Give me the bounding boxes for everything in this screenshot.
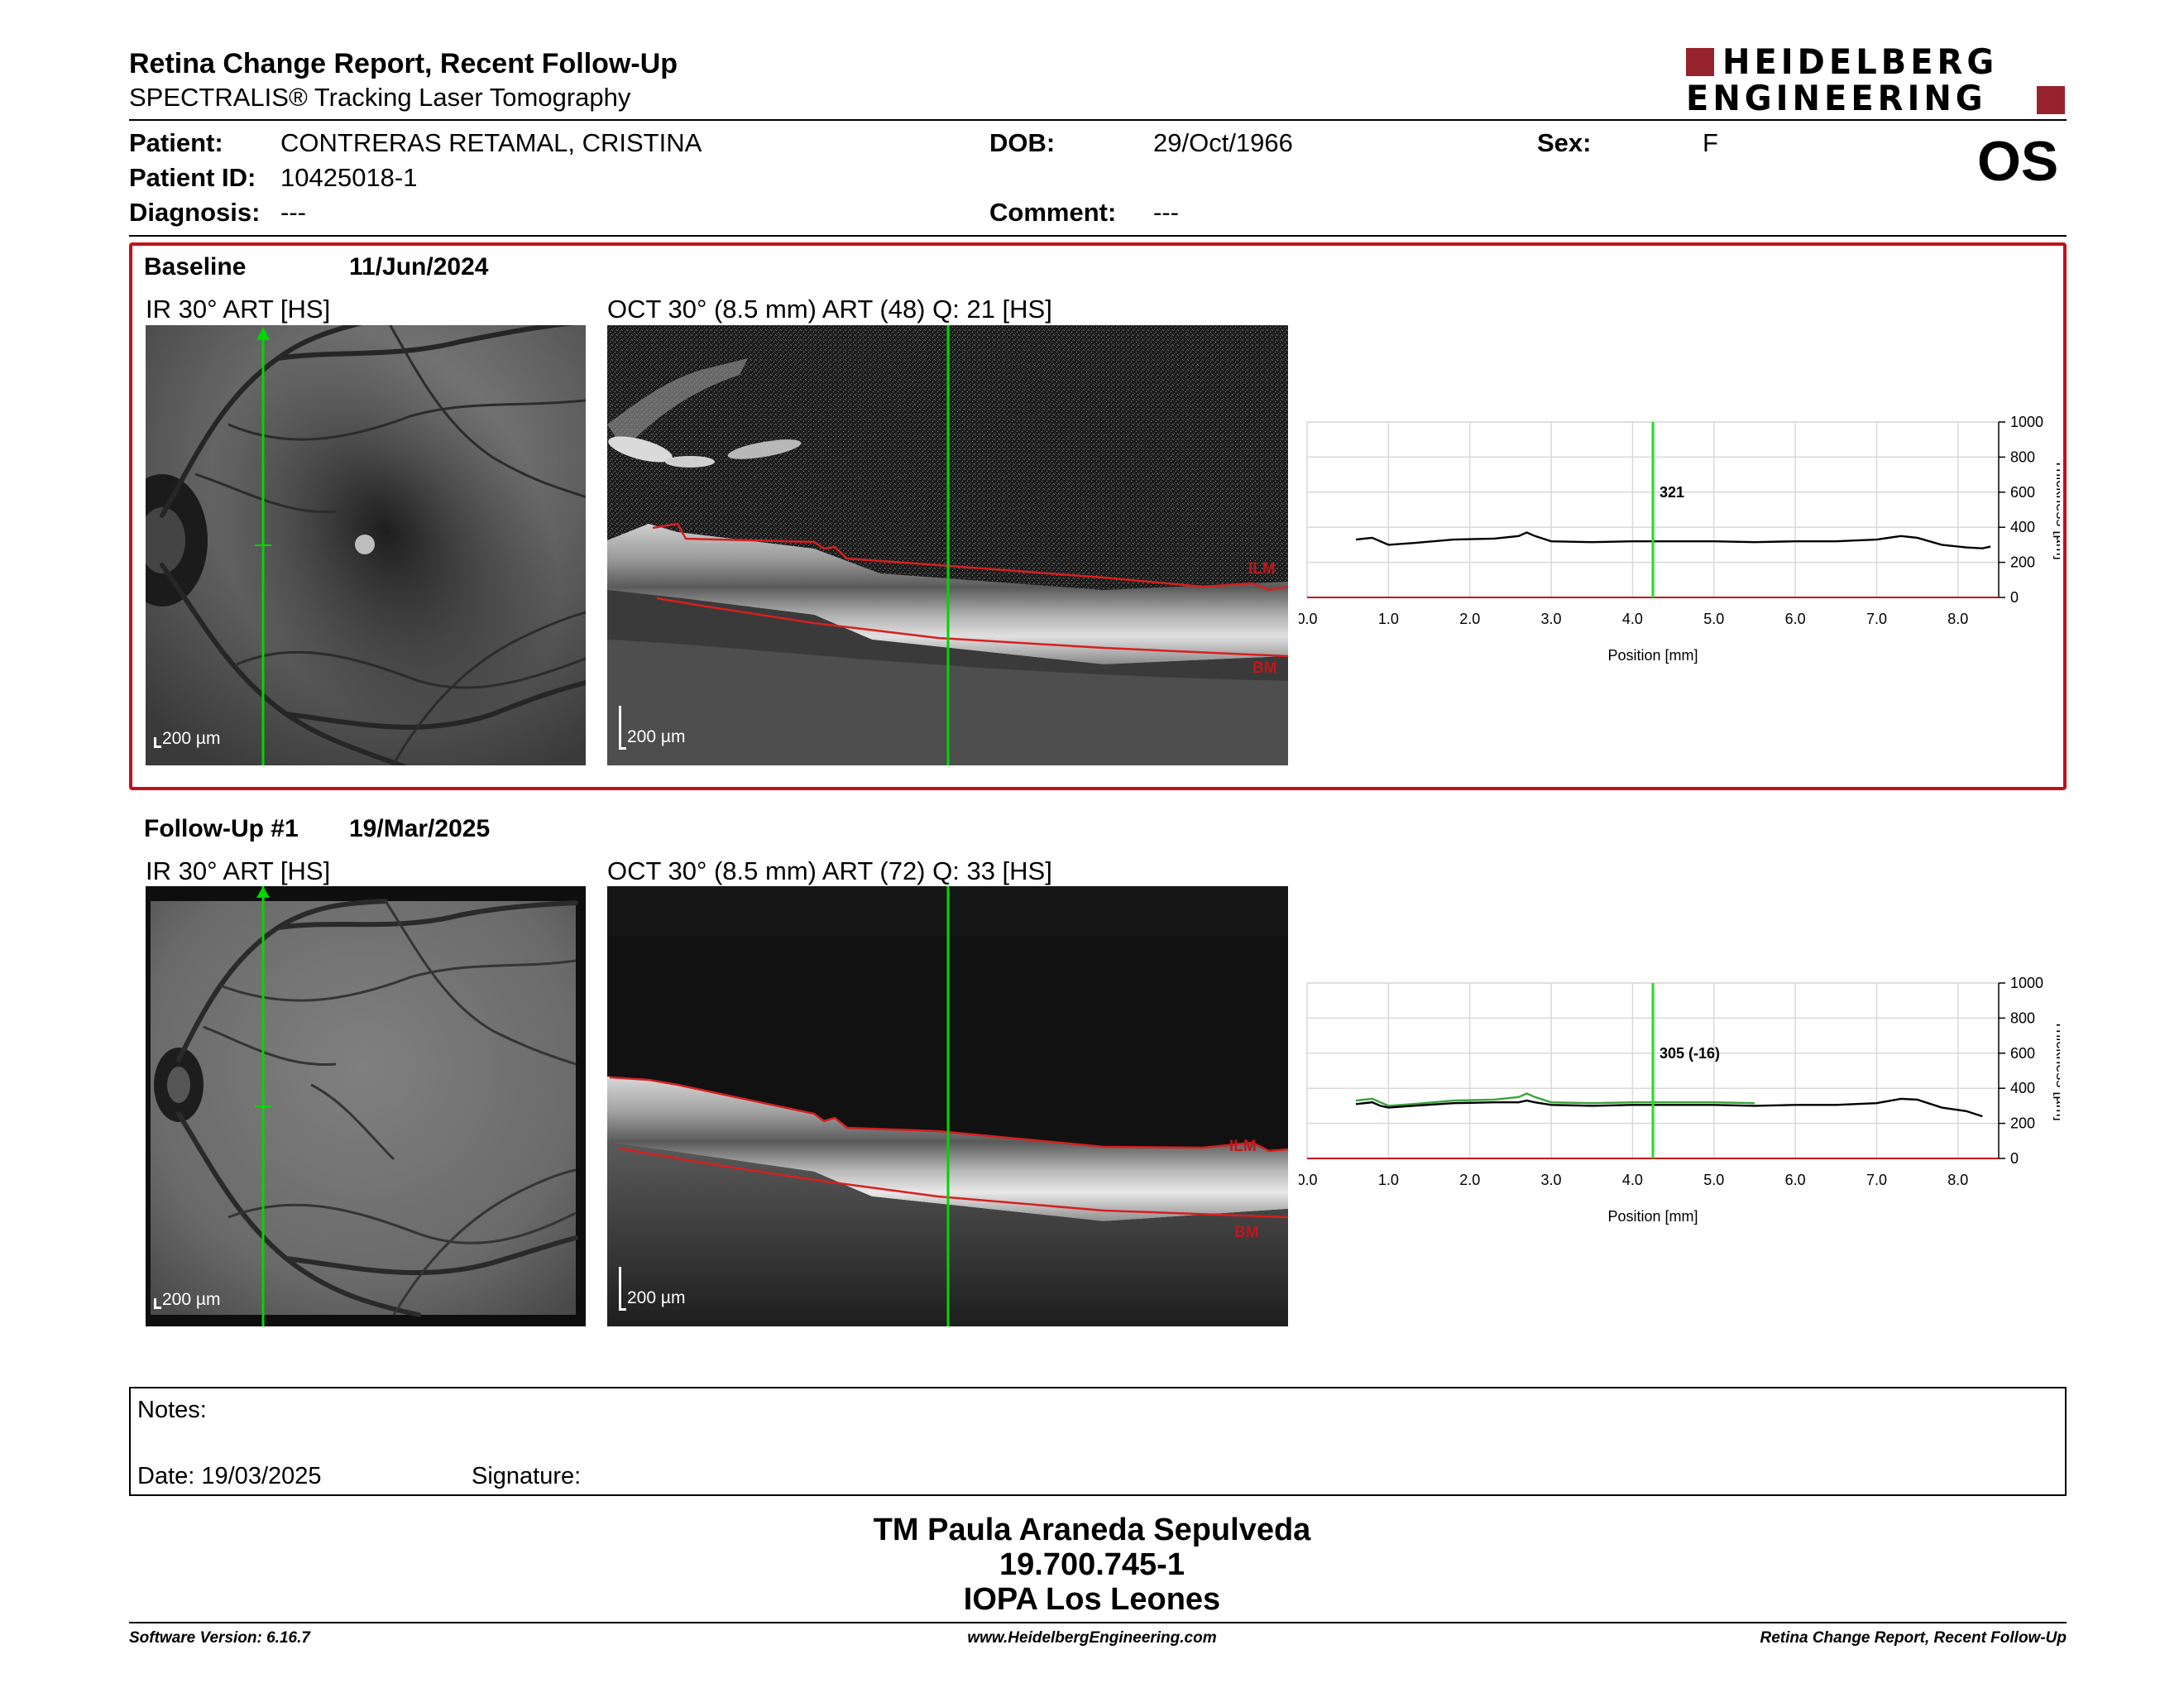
baseline-thickness-chart: 0.0 1.0 2.0 3.0 4.0 5.0 6.0 7.0 8.0 0 200 400 600 800… [1299,414,2060,664]
signer-name: TM Paula Araneda Sepulveda [873,1513,1311,1547]
footer-report-name: Retina Change Report, Recent Follow-Up [1760,1629,2067,1647]
baseline-ir-title: IR 30° ART [HS] [146,295,331,324]
x-tick-label: 6.0 [1785,611,1806,627]
comment-value: --- [1153,198,1179,227]
notes-date: Date: 19/03/2025 [137,1463,322,1489]
followup-oct-scale-label: 200 µm [627,1288,686,1307]
marker-value-label: 321 [1660,484,1684,501]
report-subtitle: SPECTRALIS® Tracking Laser Tomography [129,83,631,112]
x-tick-label: 7.0 [1866,611,1887,627]
x-axis-label: Position [mm] [1607,647,1698,664]
followup-ir-scale-label: 200 µm [162,1290,221,1309]
notes-box[interactable]: Notes: Date: 19/03/2025 Signature: [129,1387,2067,1496]
signer-rut: 19.700.745-1 [999,1547,1185,1582]
y-tick-label: 800 [2010,1009,2035,1026]
followup-oct-image: ILM BM 200 µm [607,886,1288,1326]
y-tick-label: 1000 [2010,975,2043,991]
x-tick-label: 7.0 [1866,1172,1887,1188]
footer-software-version: Software Version: 6.16.7 [129,1629,310,1647]
x-tick-label: 2.0 [1459,611,1480,627]
x-tick-label: 8.0 [1947,611,1968,627]
followup-bm-label: BM [1234,1224,1259,1241]
y-tick-label: 200 [2010,1115,2035,1132]
signer-institution: IOPA Los Leones [963,1582,1221,1617]
x-tick-label: 5.0 [1703,611,1724,627]
header-divider [129,119,2067,121]
followup-label: Follow-Up #1 [144,815,299,842]
dob-label: DOB: [989,128,1056,157]
y-tick-label: 200 [2010,554,2035,571]
baseline-ir-image: 200 µm [146,325,586,765]
followup-ilm-label: ILM [1229,1138,1257,1155]
x-tick-label: 6.0 [1785,1172,1806,1188]
baseline-oct-scale-label: 200 µm [627,727,686,746]
baseline-label: Baseline [144,253,247,281]
y-tick-label: 0 [2010,1150,2019,1167]
y-tick-label: 600 [2010,1045,2035,1062]
y-tick-label: 800 [2010,448,2035,465]
x-tick-label: 4.0 [1622,611,1643,627]
report-title: Retina Change Report, Recent Follow-Up [129,48,678,79]
followup-date: 19/Mar/2025 [349,815,491,842]
thickness-series-line [1355,1092,1755,1107]
dob-value: 29/Oct/1966 [1153,128,1293,157]
sex-value: F [1703,128,1718,157]
followup-oct-title: OCT 30° (8.5 mm) ART (72) Q: 33 [HS] [607,856,1052,885]
comment-label: Comment: [989,198,1117,227]
logo-line1: HEIDELBERG [1722,41,1999,83]
patient-id-label: Patient ID: [129,163,256,192]
notes-label: Notes: [137,1397,207,1423]
notes-signature-label: Signature: [472,1463,582,1489]
y-axis-label: Thickness [µm] [2053,459,2060,559]
y-tick-label: 1000 [2010,414,2043,430]
y-tick-label: 400 [2010,519,2035,535]
patient-divider [129,235,2067,237]
x-tick-label: 0.0 [1299,611,1318,627]
x-tick-label: 8.0 [1947,1172,1968,1188]
baseline-oct-image: ILM BM 200 µm [607,325,1288,765]
baseline-ilm-label: ILM [1248,560,1276,578]
diagnosis-label: Diagnosis: [129,198,261,227]
patient-name: CONTRERAS RETAMAL, CRISTINA [280,128,702,157]
x-tick-label: 2.0 [1459,1172,1480,1188]
thickness-series-line [1355,531,1991,549]
baseline-date: 11/Jun/2024 [349,253,489,281]
sex-label: Sex: [1537,128,1592,157]
followup-ir-scale-bar [154,1298,161,1309]
x-tick-label: 5.0 [1703,1172,1724,1188]
marker-value-label: 305 (-16) [1660,1045,1720,1062]
baseline-ir-scale-label: 200 µm [162,729,221,748]
followup-ir-title: IR 30° ART [HS] [146,856,331,885]
y-axis-label: Thickness [µm] [2053,1020,2060,1120]
x-tick-label: 1.0 [1378,1172,1399,1188]
baseline-frame [129,242,2067,790]
y-tick-label: 400 [2010,1080,2035,1096]
x-tick-label: 1.0 [1378,611,1399,627]
diagnosis-value: --- [280,198,306,227]
x-axis-label: Position [mm] [1607,1208,1698,1225]
baseline-oct-title: OCT 30° (8.5 mm) ART (48) Q: 21 [HS] [607,295,1052,324]
baseline-oct-scale-bar [619,706,626,750]
baseline-ir-scale-bar [154,737,161,748]
x-tick-label: 4.0 [1622,1172,1643,1188]
followup-thickness-chart: 0.0 1.0 2.0 3.0 4.0 5.0 6.0 7.0 8.0 0 200 400 600 800… [1299,975,2060,1225]
followup-ir-image: 200 µm [146,886,586,1326]
logo-square-top [1686,48,1714,76]
footer-divider [129,1622,2067,1623]
followup-oct-scale-bar [619,1267,626,1311]
thickness-series-line [1355,1097,1983,1118]
baseline-bm-label: BM [1252,659,1277,677]
x-tick-label: 0.0 [1299,1172,1318,1188]
eye-indicator: OS [1977,130,2059,193]
y-tick-label: 600 [2010,484,2035,501]
heidelberg-logo: HEIDELBERG ENGINEERING [1686,43,2067,117]
y-tick-label: 0 [2010,589,2019,606]
x-tick-label: 3.0 [1541,611,1562,627]
logo-line2: ENGINEERING [1686,78,1987,119]
footer-website[interactable]: www.HeidelbergEngineering.com [967,1629,1217,1647]
patient-id: 10425018-1 [280,163,418,192]
x-tick-label: 3.0 [1541,1172,1562,1188]
logo-square-bottom [2037,86,2065,114]
patient-label: Patient: [129,128,223,157]
